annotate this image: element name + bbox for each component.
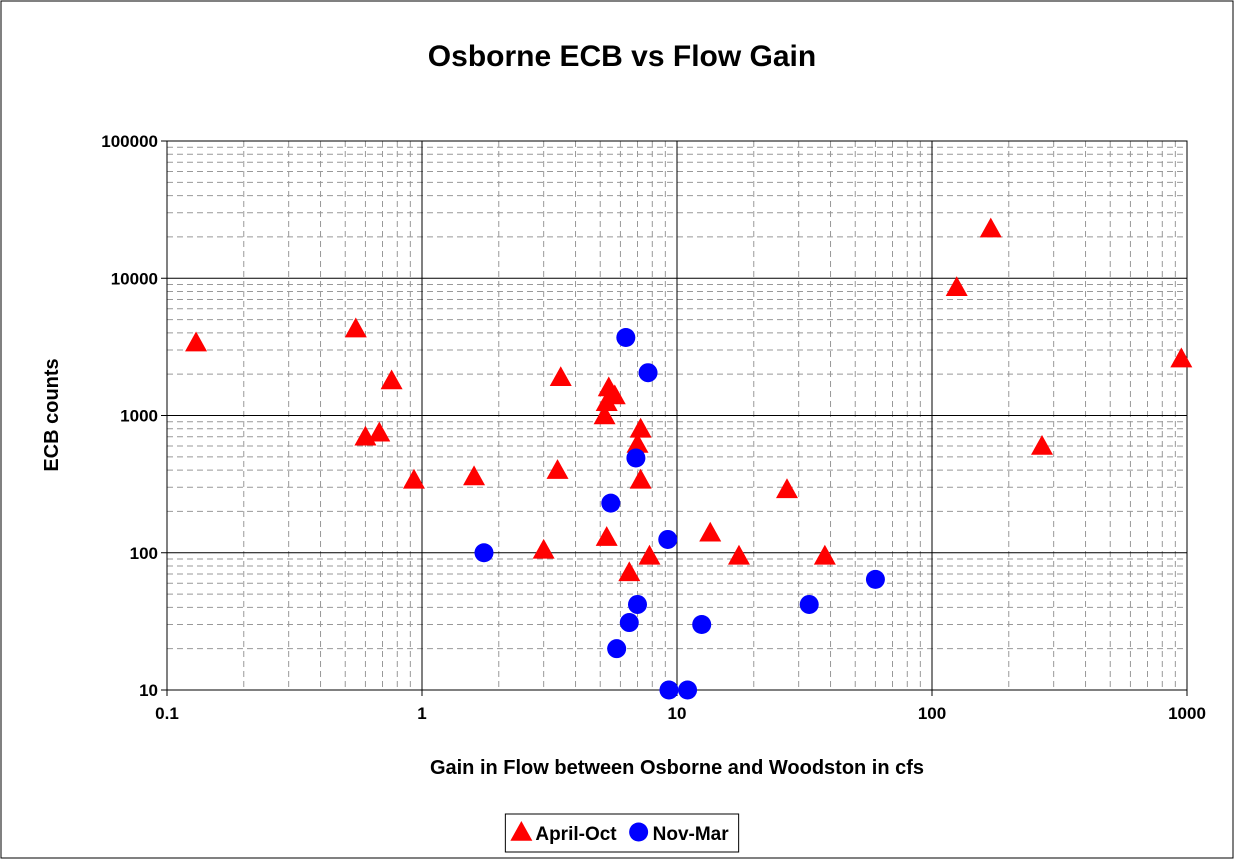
y-tick-label: 10 (139, 681, 158, 700)
point (626, 448, 646, 468)
point (865, 569, 885, 589)
point (595, 526, 618, 546)
point (344, 317, 367, 338)
point (727, 544, 750, 565)
point (678, 680, 698, 700)
x-tick-label: 0.1 (155, 704, 179, 723)
x-tick-label: 100 (918, 704, 946, 723)
point (1030, 434, 1053, 455)
legend-marker (510, 821, 533, 841)
point (659, 680, 679, 700)
point (549, 366, 572, 387)
point (601, 493, 621, 513)
point (616, 328, 636, 348)
point (629, 417, 652, 438)
point (474, 543, 494, 563)
point (629, 468, 652, 489)
legend-label: April-Oct (535, 824, 617, 845)
point (628, 594, 647, 614)
y-tick-label: 1000 (120, 407, 158, 426)
marks (185, 217, 1193, 700)
y-tick-label: 10000 (111, 269, 158, 288)
point (618, 561, 641, 582)
point (979, 217, 1002, 238)
point (799, 594, 819, 614)
x-tick-label: 1000 (1168, 704, 1206, 723)
legend-marker (629, 822, 649, 842)
point (945, 276, 968, 297)
point (775, 478, 798, 499)
y-axis-label: ECB counts (41, 358, 63, 471)
point (380, 369, 403, 390)
point (813, 544, 836, 565)
point (658, 529, 678, 549)
point (1170, 347, 1193, 368)
point (593, 404, 616, 425)
point (619, 613, 639, 633)
point (402, 468, 425, 489)
point (607, 639, 627, 659)
point (603, 384, 626, 405)
legend-label: Nov-Mar (653, 824, 730, 845)
point (532, 538, 555, 559)
point (185, 331, 208, 352)
point (546, 459, 569, 479)
point (699, 521, 722, 542)
x-axis-label: Gain in Flow between Osborne and Woodsto… (430, 757, 924, 779)
point (463, 465, 486, 486)
grid: 0.1 1 10 100 1000 10 100 1000 10000 100000 (101, 132, 1206, 723)
x-tick-label: 1 (417, 704, 426, 723)
legend-box (504, 813, 740, 853)
point (692, 615, 712, 635)
y-tick-label: 100 (130, 544, 158, 563)
chart-title: Osborne ECB vs Flow Gain (428, 40, 816, 73)
point (638, 363, 658, 383)
y-tick-label: 100000 (101, 132, 158, 151)
legend: April-Oct Nov-Mar (504, 813, 740, 853)
point (368, 421, 391, 442)
x-tick-label: 10 (668, 704, 687, 723)
point (638, 544, 661, 565)
point (626, 432, 649, 453)
